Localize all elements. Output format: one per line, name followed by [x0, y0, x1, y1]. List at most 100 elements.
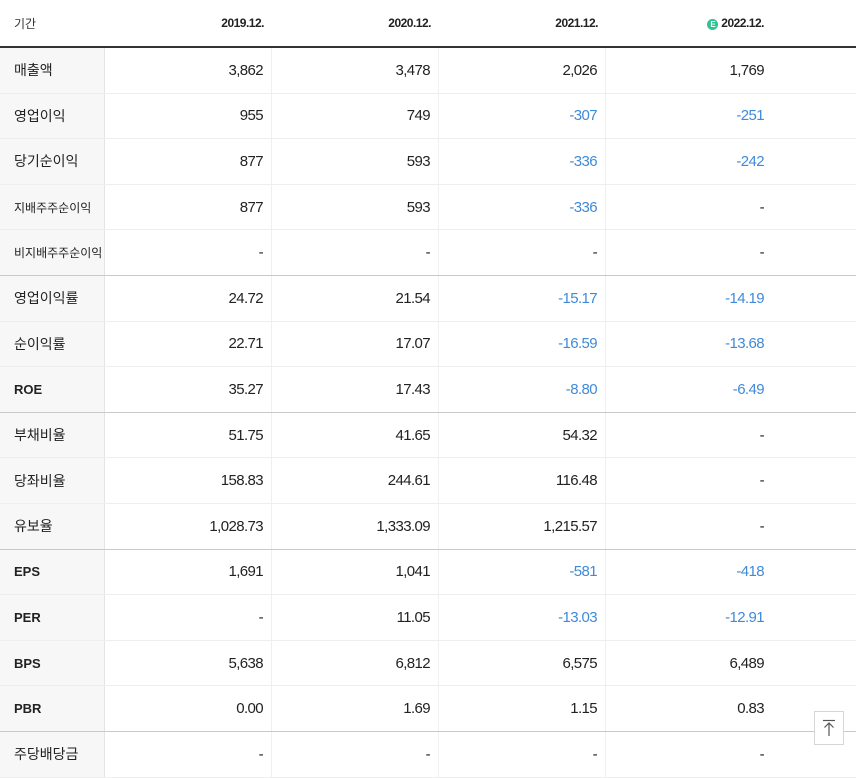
value-cell: -242 [736, 152, 764, 170]
table-row: ROE 35.27 17.43 -8.80 -6.49 [0, 367, 856, 413]
table-row: 당기순이익 877 593 -336 -242 [0, 139, 856, 185]
value-cell: 21.54 [272, 275, 439, 321]
value-cell: - [759, 244, 765, 262]
row-label: 비지배주주순이익 [0, 230, 105, 275]
table-row: 영업이익률 24.72 21.54 -15.17 -14.19 [0, 275, 856, 322]
value-cell: 11.05 [272, 595, 439, 640]
value-cell: 1,041 [272, 549, 439, 595]
column-header-2021: 2021.12. [555, 16, 598, 30]
table-row: 매출액 3,862 3,478 2,026 1,769 [0, 48, 856, 94]
value-cell: - [759, 426, 765, 444]
value-cell: -13.03 [439, 595, 606, 640]
value-cell: -16.59 [439, 321, 606, 367]
scroll-to-top-button[interactable] [814, 711, 844, 745]
value-cell: 3,478 [272, 48, 439, 93]
column-header-2019: 2019.12. [221, 16, 264, 30]
row-label: 주당배당금 [0, 731, 105, 777]
table-row: 순이익률 22.71 17.07 -16.59 -13.68 [0, 321, 856, 368]
value-cell: -307 [439, 93, 606, 139]
value-cell: -8.80 [439, 367, 606, 412]
row-label: 영업이익 [0, 93, 105, 139]
value-cell: - [759, 472, 765, 490]
value-cell: - [759, 745, 765, 763]
value-cell: 0.00 [105, 686, 272, 731]
value-cell: 158.83 [105, 458, 272, 503]
value-cell: 1,769 [729, 61, 764, 79]
row-label: 지배주주순이익 [0, 184, 105, 230]
value-cell: - [105, 230, 272, 275]
value-cell: 1.69 [272, 686, 439, 731]
table-row: EPS 1,691 1,041 -581 -418 [0, 549, 856, 596]
table-row: PER -11.05 -13.03 -12.91 [0, 595, 856, 641]
row-label: ROE [0, 367, 105, 412]
value-cell: -6.49 [732, 380, 765, 398]
row-label: 부채비율 [0, 412, 105, 458]
value-cell: 955 [105, 93, 272, 139]
value-cell: 593 [272, 184, 439, 230]
value-cell: 17.07 [272, 321, 439, 367]
table-row: PBR 0.00 1.69 1.15 0.83 [0, 686, 856, 732]
value-cell: -336 [439, 184, 606, 230]
row-label: 당좌비율 [0, 458, 105, 503]
value-cell: -12.91 [725, 608, 765, 626]
column-header-2020: 2020.12. [388, 16, 431, 30]
value-cell: -15.17 [439, 275, 606, 321]
value-cell: 1,691 [105, 549, 272, 595]
value-cell: -13.68 [725, 335, 765, 353]
value-cell: 877 [105, 184, 272, 230]
value-cell: 593 [272, 139, 439, 184]
table-header: 기간 2019.12. 2020.12. 2021.12. E 2022.12. [0, 0, 856, 48]
row-label: 순이익률 [0, 321, 105, 367]
row-label: 당기순이익 [0, 139, 105, 184]
value-cell: - [272, 731, 439, 777]
table-row: 비지배주주순이익 - - - - [0, 230, 856, 276]
value-cell: - [105, 595, 272, 640]
value-cell: - [272, 230, 439, 275]
table-row: 당좌비율 158.83 244.61 116.48 - [0, 458, 856, 504]
table-row: BPS 5,638 6,812 6,575 6,489 [0, 640, 856, 687]
table-row: 지배주주순이익 877 593 -336 - [0, 184, 856, 231]
value-cell: 1.15 [439, 686, 606, 731]
value-cell: -418 [736, 563, 764, 581]
value-cell: 22.71 [105, 321, 272, 367]
value-cell: 2,026 [439, 48, 606, 93]
value-cell: 1,215.57 [439, 503, 606, 549]
row-label: EPS [0, 549, 105, 595]
value-cell: 24.72 [105, 275, 272, 321]
value-cell: -336 [439, 139, 606, 184]
value-cell: 244.61 [272, 458, 439, 503]
value-cell: 1,028.73 [105, 503, 272, 549]
value-cell: 6,812 [272, 640, 439, 686]
value-cell: 877 [105, 139, 272, 184]
value-cell: - [759, 198, 765, 216]
period-header-label: 기간 [14, 16, 37, 31]
value-cell: 0.83 [737, 700, 764, 718]
table-row: 부채비율 51.75 41.65 54.32 - [0, 412, 856, 459]
value-cell: 1,333.09 [272, 503, 439, 549]
value-cell: 17.43 [272, 367, 439, 412]
value-cell: - [759, 517, 765, 535]
value-cell: -14.19 [725, 289, 765, 307]
row-label: PER [0, 595, 105, 640]
estimate-icon: E [707, 19, 719, 30]
value-cell: -251 [736, 107, 764, 125]
column-header-2022: E 2022.12. [606, 16, 772, 30]
value-cell: 6,575 [439, 640, 606, 686]
value-cell: - [105, 731, 272, 777]
value-cell: 35.27 [105, 367, 272, 412]
value-cell: 749 [272, 93, 439, 139]
arrow-up-to-line-icon [823, 719, 835, 736]
value-cell: 116.48 [439, 458, 606, 503]
value-cell: 54.32 [439, 412, 606, 458]
row-label: 영업이익률 [0, 275, 105, 321]
value-cell: 6,489 [729, 654, 764, 672]
row-label: PBR [0, 686, 105, 731]
row-label: 매출액 [0, 48, 105, 93]
value-cell: 41.65 [272, 412, 439, 458]
row-label: 유보율 [0, 503, 105, 549]
table-row: 영업이익 955 749 -307 -251 [0, 93, 856, 140]
row-label: BPS [0, 640, 105, 686]
value-cell: - [439, 230, 606, 275]
value-cell: 3,862 [105, 48, 272, 93]
